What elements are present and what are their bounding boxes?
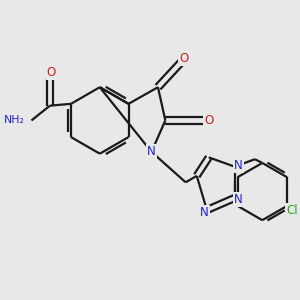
- Text: NH₂: NH₂: [4, 116, 25, 125]
- Text: O: O: [204, 114, 213, 127]
- Text: Cl: Cl: [286, 204, 298, 217]
- Text: N: N: [200, 206, 209, 219]
- Text: O: O: [47, 67, 56, 80]
- Text: N: N: [234, 159, 243, 172]
- Text: N: N: [233, 193, 242, 206]
- Text: O: O: [179, 52, 188, 64]
- Text: N: N: [147, 145, 156, 158]
